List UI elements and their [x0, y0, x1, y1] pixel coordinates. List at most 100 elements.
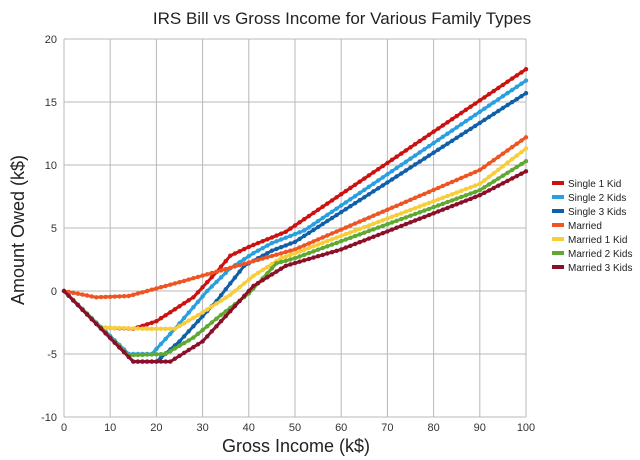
x-tick-label: 0 — [61, 422, 67, 434]
data-point — [168, 282, 173, 287]
data-point — [154, 352, 159, 357]
data-point — [186, 277, 191, 282]
data-point — [329, 242, 335, 247]
data-point — [431, 211, 436, 216]
data-point — [514, 153, 519, 158]
data-point — [422, 214, 427, 220]
data-point — [274, 233, 279, 238]
data-point — [292, 239, 298, 245]
data-point — [325, 218, 330, 224]
data-point — [436, 147, 441, 152]
data-point — [269, 272, 275, 277]
data-point — [422, 156, 427, 161]
data-point — [491, 158, 496, 163]
data-point — [473, 194, 478, 200]
data-point — [89, 317, 94, 322]
data-point — [246, 244, 251, 250]
data-point — [459, 200, 464, 205]
data-point — [228, 309, 233, 314]
data-point — [440, 123, 445, 128]
data-point — [380, 223, 385, 229]
data-point — [126, 354, 131, 360]
x-tick-label: 100 — [517, 422, 535, 434]
data-point — [500, 173, 506, 178]
data-point — [306, 241, 312, 246]
data-point — [376, 219, 381, 225]
data-point — [200, 294, 205, 299]
data-point — [232, 288, 238, 294]
data-point — [297, 220, 302, 225]
data-point — [145, 359, 150, 364]
data-point — [366, 215, 372, 220]
data-point — [172, 307, 178, 312]
data-point — [214, 316, 219, 321]
legend-label: Married 2 Kids — [568, 249, 632, 260]
data-point — [191, 305, 196, 310]
data-point — [209, 320, 214, 325]
data-point — [362, 225, 367, 230]
data-point — [311, 255, 316, 260]
data-point — [505, 178, 510, 184]
data-point — [195, 331, 201, 336]
data-point — [302, 217, 307, 222]
data-point — [523, 159, 529, 164]
data-point — [491, 185, 496, 191]
data-point — [191, 335, 196, 340]
data-point — [200, 327, 205, 333]
data-point — [135, 291, 141, 296]
data-point — [200, 285, 205, 290]
data-point — [482, 117, 487, 123]
data-point — [149, 352, 154, 357]
data-point — [449, 117, 455, 122]
data-point — [445, 205, 450, 211]
data-point — [362, 230, 367, 235]
data-point — [149, 320, 154, 325]
legend-label: Single 1 Kid — [568, 179, 621, 190]
data-point — [223, 295, 228, 300]
data-point — [315, 247, 321, 252]
data-point — [482, 190, 487, 195]
data-point — [186, 347, 191, 353]
data-point — [399, 216, 404, 222]
y-tick-label: 20 — [45, 34, 57, 46]
data-point — [352, 241, 358, 247]
x-tick-label: 50 — [289, 422, 301, 434]
data-point — [352, 221, 358, 226]
data-point — [209, 274, 214, 280]
data-point — [108, 335, 113, 341]
data-point — [325, 212, 330, 218]
data-point — [385, 216, 390, 221]
data-point — [357, 219, 362, 224]
data-point — [403, 221, 409, 227]
data-point — [260, 246, 265, 251]
data-point — [482, 95, 487, 100]
data-point — [385, 229, 390, 234]
data-point — [486, 92, 492, 97]
data-point — [274, 252, 279, 257]
data-point — [288, 248, 293, 253]
data-point — [496, 108, 501, 114]
data-point — [218, 298, 224, 303]
data-point — [302, 252, 307, 257]
legend-swatch — [552, 181, 564, 185]
data-point — [265, 251, 270, 256]
data-point — [366, 173, 372, 178]
data-point — [288, 257, 293, 262]
x-tick-label: 30 — [196, 422, 208, 434]
data-point — [463, 129, 469, 134]
data-point — [376, 232, 381, 238]
data-point — [80, 307, 85, 312]
data-point — [417, 138, 422, 144]
data-point — [228, 253, 233, 258]
x-tick-label: 20 — [150, 422, 162, 434]
data-point — [140, 352, 145, 357]
data-point — [112, 325, 118, 331]
data-point — [205, 272, 210, 277]
data-point — [135, 326, 141, 331]
data-point — [126, 293, 131, 299]
data-point — [366, 192, 372, 197]
data-point — [362, 187, 367, 193]
data-point — [380, 209, 385, 214]
data-point — [242, 261, 247, 266]
data-point — [306, 250, 312, 256]
